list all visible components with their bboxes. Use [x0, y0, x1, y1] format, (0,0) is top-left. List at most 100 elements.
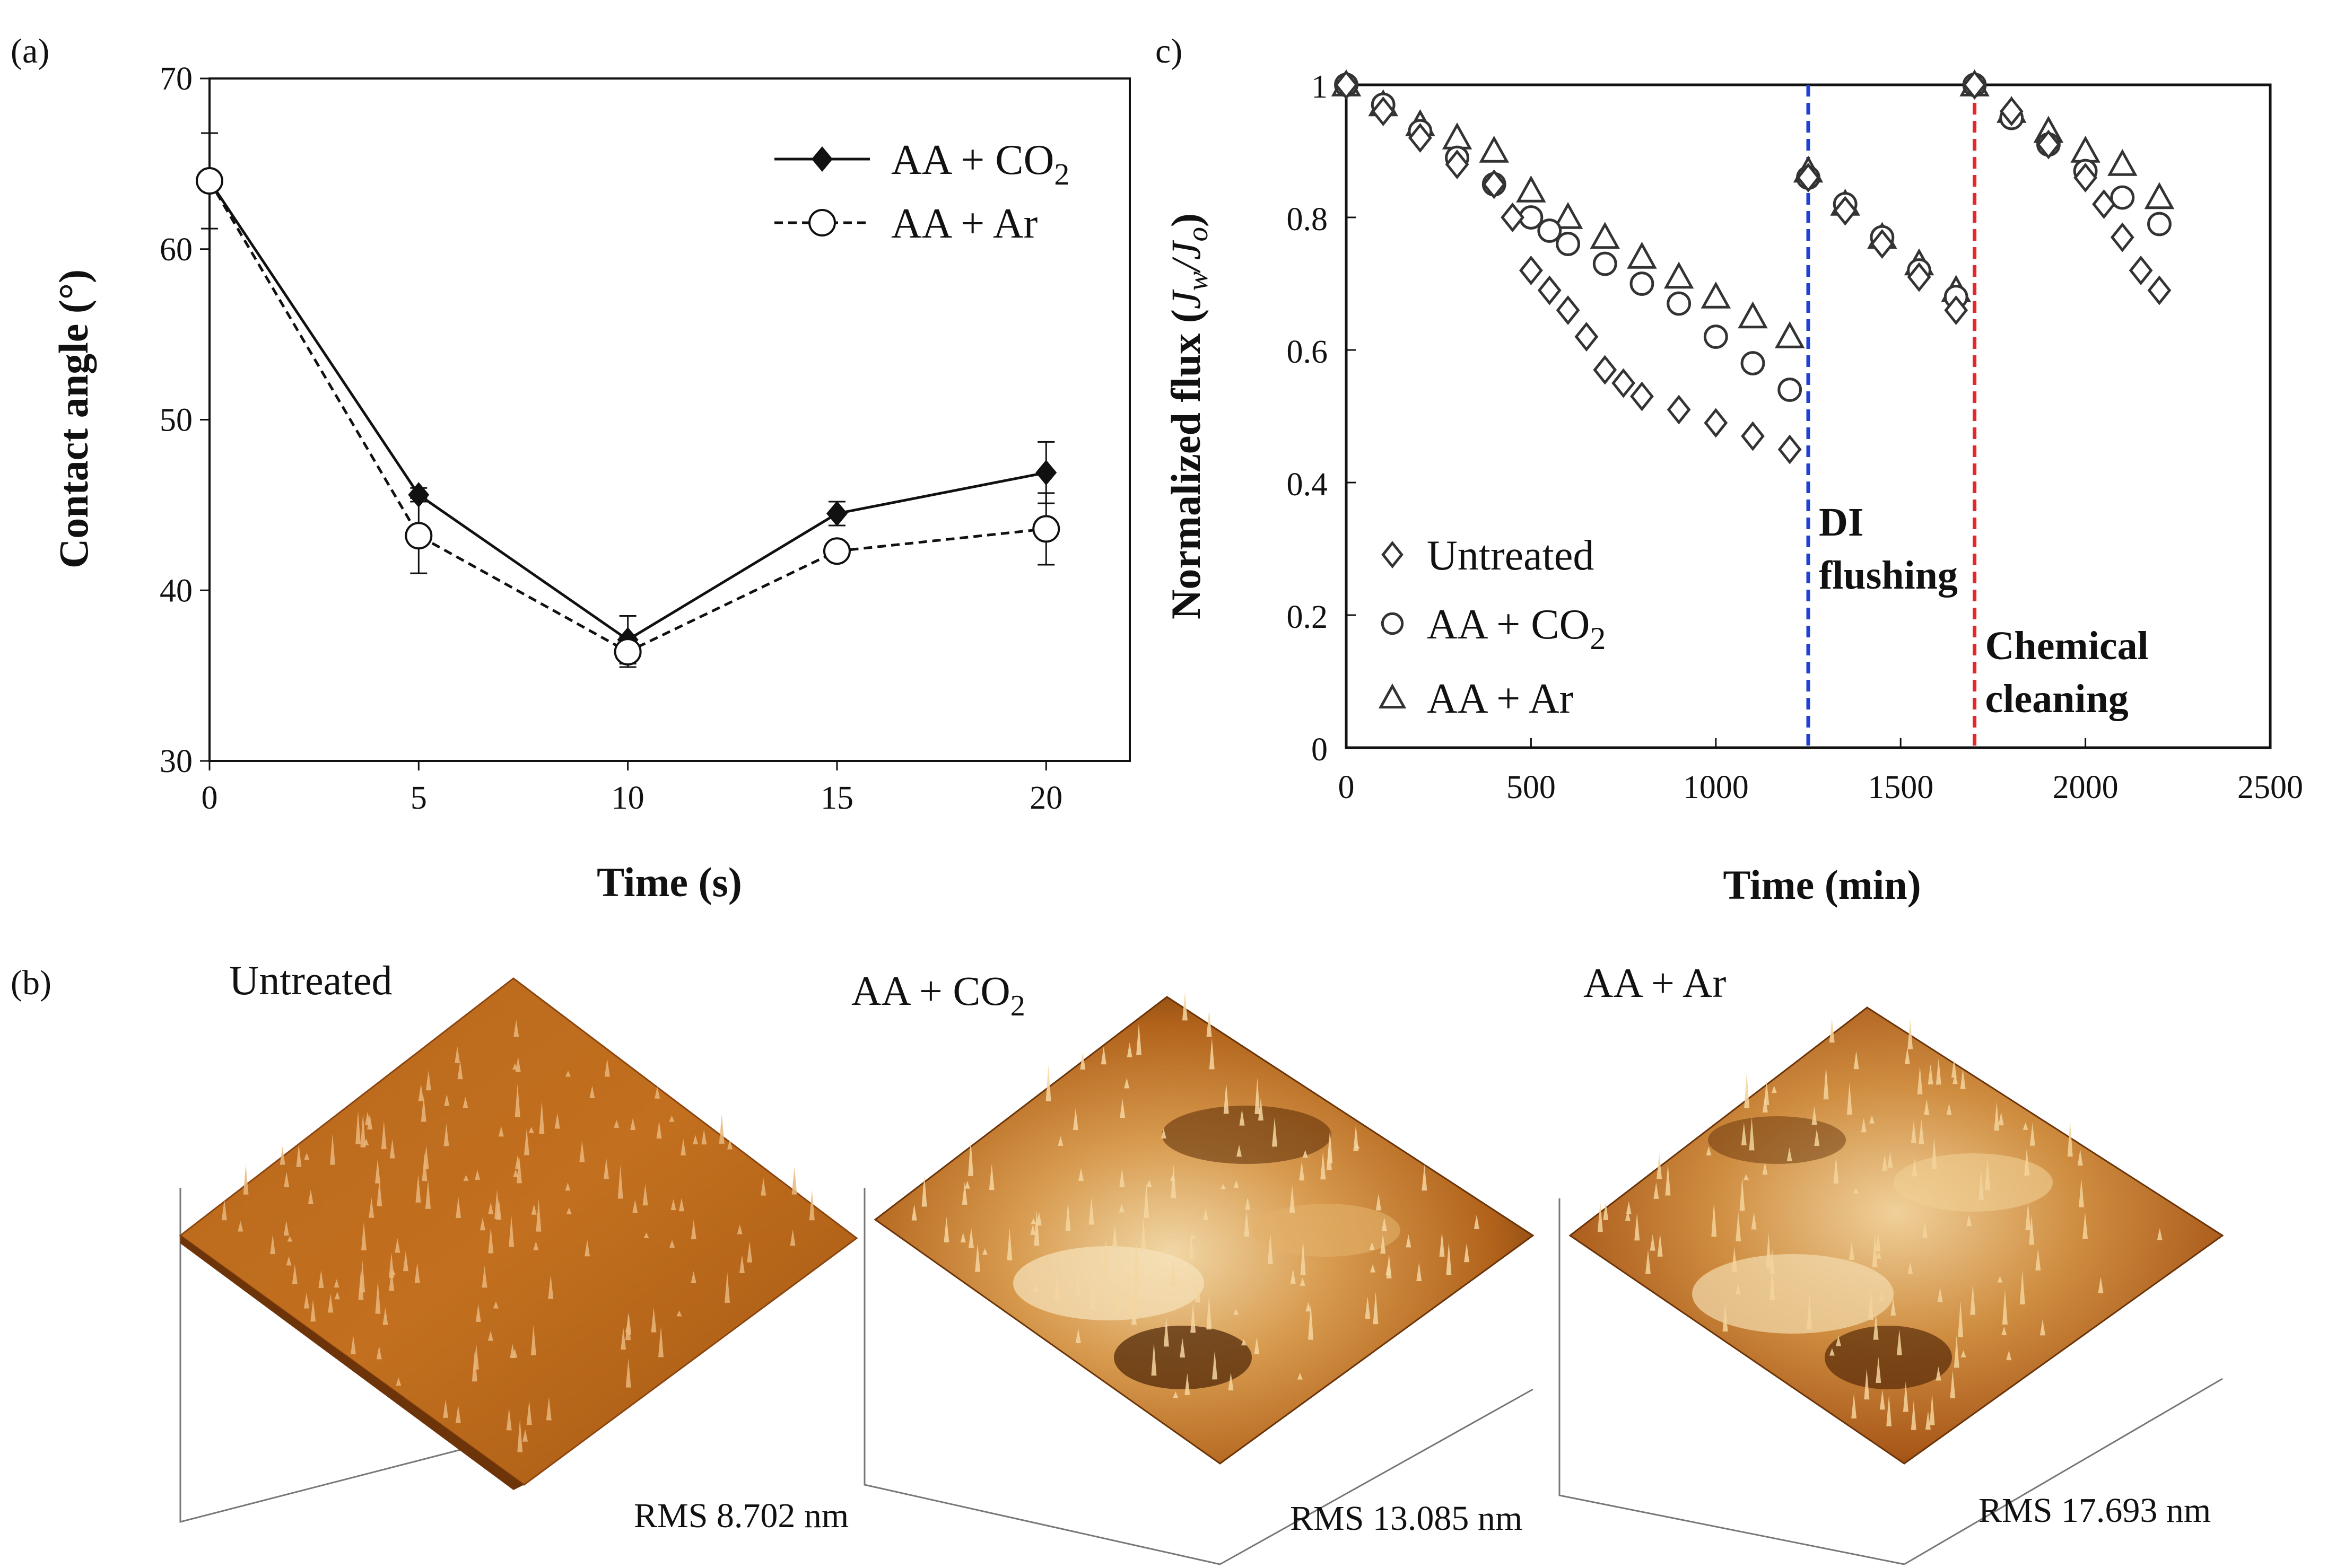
chart-c-xtick-label: 1000 — [1683, 769, 1749, 805]
chart-c-point — [1574, 321, 1599, 352]
chart-c-point — [2110, 185, 2135, 210]
chart-c-legend-item: Untreated — [1381, 532, 1594, 579]
chart-c-point — [1537, 218, 1562, 243]
chart-c-xtick-label: 1500 — [1868, 769, 1933, 805]
afm-frame-aa-ar — [1558, 1198, 1905, 1565]
chart-c-point — [1667, 291, 1692, 316]
chart-a-legend-item: AA + Ar — [774, 200, 1038, 247]
panel-c-label: c) — [1155, 32, 1182, 71]
chart-a-line — [208, 180, 1047, 642]
chart-c-ytick-label: 1 — [1311, 69, 1328, 105]
chart-c-legend-label: Untreated — [1427, 532, 1594, 579]
chart-c-legend-label: AA + CO2 — [1427, 601, 1606, 656]
chart-c-point — [1445, 149, 1469, 180]
afm-surface-untreated — [179, 977, 858, 1486]
chart-c-legend: Untreated AA + CO2 AA + Ar — [1378, 532, 1606, 722]
chart-c-series-untreated — [1334, 69, 2172, 465]
afm-rms-aa-co2: RMS 13.085 nm — [1290, 1499, 1522, 1538]
chart-a-point — [1035, 460, 1057, 486]
chart-a-ytick-label: 40 — [160, 573, 193, 609]
chart-c-point — [1738, 301, 1768, 329]
chart-c-point — [1501, 202, 1524, 233]
chart-c-xtick-label: 2500 — [2237, 769, 2303, 805]
afm-aa-ar: AA + Ar RMS 17.693 nm — [1558, 960, 2224, 1565]
chart-c-point — [1482, 169, 1506, 199]
chart-c-point — [2107, 148, 2138, 176]
chart-c-point — [1553, 202, 1583, 229]
chart-c-point — [2144, 182, 2175, 209]
chart-c-xlabel: Time (min) — [1723, 862, 1921, 908]
chart-a-xtick-label: 10 — [612, 780, 644, 816]
chart-c-point — [2147, 212, 2172, 236]
chart-c-point — [1870, 229, 1894, 259]
afm-surface-aa-co2 — [874, 996, 1535, 1465]
chart-c-vline-label: DI — [1819, 500, 1863, 545]
chart-c-point — [2036, 129, 2061, 160]
chart-c-point — [1593, 355, 1617, 385]
chart-c-point — [2092, 189, 2116, 220]
chart-a-point — [196, 167, 223, 195]
chart-a-point — [614, 638, 642, 666]
chart-c-point — [1537, 275, 1562, 305]
chart-c-point — [1963, 69, 1986, 100]
chart-c-point — [1479, 135, 1509, 163]
chart-c-xtick-label: 2000 — [2053, 769, 2119, 805]
chart-c-vline-label: cleaning — [1985, 677, 2129, 721]
chart-a-legend-label: AA + Ar — [891, 200, 1038, 247]
afm-title-aa-ar: AA + Ar — [1583, 960, 1726, 1006]
chart-c-point — [2110, 222, 2134, 252]
afm-spikes-aa-co2 — [911, 992, 1479, 1398]
afm-title-aa-co2: AA + CO2 — [851, 968, 1025, 1022]
chart-c-ytick-label: 0 — [1311, 732, 1328, 768]
chart-c-point — [1907, 262, 1931, 292]
chart-a-point — [1032, 515, 1060, 543]
chart-c-point — [1944, 295, 1968, 326]
chart-c-legend-label: AA + Ar — [1427, 676, 1573, 722]
afm-surface-aa-ar — [1568, 1006, 2224, 1465]
chart-c-point — [1442, 122, 1472, 150]
chart-c-point — [1378, 683, 1407, 709]
afm-spikes-untreated — [221, 1019, 815, 1452]
chart-c-point — [1740, 351, 1765, 375]
chart-a-xtick-label: 20 — [1030, 780, 1062, 816]
chart-c-point — [1667, 395, 1691, 425]
chart-c-point — [1381, 612, 1404, 635]
chart-a-ylabel: Contact angle (°) — [50, 269, 97, 568]
afm-rms-untreated: RMS 8.702 nm — [634, 1496, 849, 1535]
panel-a-label: (a) — [11, 32, 49, 71]
chart-c-vline-chemical-cleaning: Chemical cleaning — [1973, 85, 2149, 748]
afm-untreated: Untreated RMS 8.702 nm — [179, 957, 858, 1535]
chart-a-ytick-label: 50 — [160, 402, 193, 439]
chart-c-point — [1663, 261, 1694, 289]
chart-a-point — [408, 482, 430, 508]
chart-c-point — [1630, 381, 1654, 411]
chart-a-legend: AA + CO2 AA + Ar — [774, 137, 1069, 247]
chart-c-vline-label: flushing — [1819, 553, 1958, 598]
chart-c-point — [1627, 241, 1657, 269]
chart-a-legend-item: AA + CO2 — [774, 137, 1069, 191]
chart-c-point — [1777, 434, 1802, 465]
chart-c-point — [1334, 69, 1358, 100]
chart-c-point — [2147, 275, 2172, 305]
chart-c-point — [2073, 162, 2098, 193]
chart-a-ytick-label: 30 — [160, 743, 193, 779]
chart-c-point — [1556, 232, 1580, 256]
chart-c-point — [1701, 281, 1731, 309]
chart-c-point — [2129, 255, 2153, 286]
chart-c-ytick-label: 0.4 — [1287, 467, 1328, 503]
chart-c-point — [1556, 295, 1580, 326]
chart-a-point — [826, 501, 848, 527]
chart-c-point — [1704, 408, 1728, 438]
chart-a-ytick-label: 70 — [160, 61, 193, 97]
chart-a-line — [208, 180, 1047, 653]
chart-a-ytick-label: 60 — [160, 232, 193, 268]
chart-a: 0 5 10 15 20 30 40 50 60 70 AA + CO2 AA + Ar Time … — [50, 61, 1131, 905]
chart-c-point — [1833, 196, 1858, 226]
chart-c-point — [1408, 122, 1432, 153]
chart-c-series-aa-ar — [1331, 69, 2175, 348]
afm-aa-co2: AA + CO2 RMS 13.085 nm — [851, 968, 1535, 1565]
chart-c-point — [1777, 378, 1802, 402]
afm-rms-aa-ar: RMS 17.693 nm — [1978, 1491, 2211, 1530]
chart-a-xtick-label: 5 — [411, 780, 427, 816]
afm-spikes-aa-ar — [1597, 1019, 2163, 1430]
